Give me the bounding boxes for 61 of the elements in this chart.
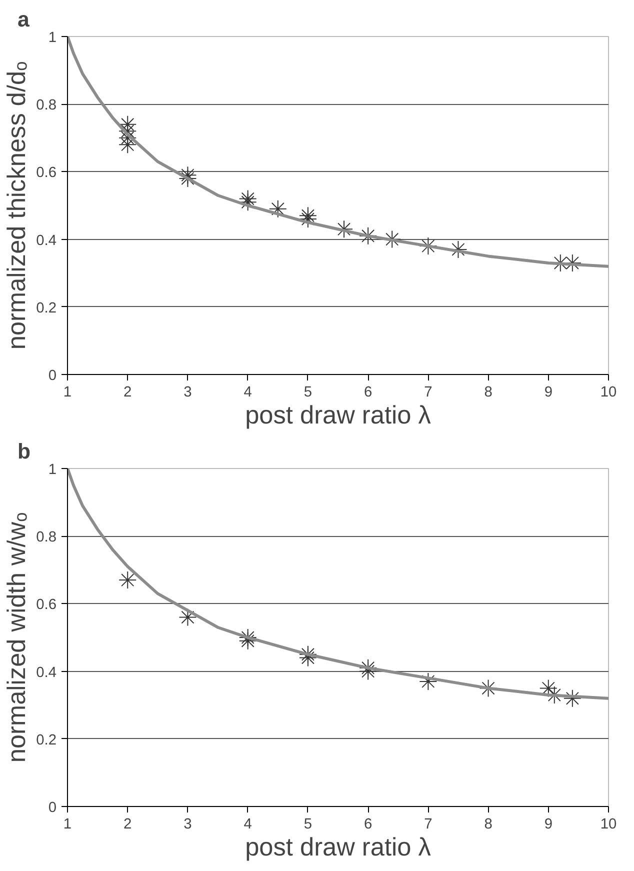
y-tick-label: 0 [48, 368, 57, 384]
y-tick-label: 1 [48, 462, 57, 478]
x-axis-title: post draw ratio λ [245, 402, 432, 430]
y-axis-title: normalized thickness d/dₒ [3, 61, 32, 350]
point [359, 226, 378, 245]
point [359, 658, 378, 677]
point [419, 237, 438, 256]
point [118, 571, 137, 590]
line-series [68, 36, 608, 268]
point [238, 190, 257, 208]
x-axis-title: post draw ratio λ [245, 834, 432, 862]
y-tick-label: 0.6 [36, 597, 56, 614]
y-axis-title: normalized width w/wₒ [3, 512, 32, 763]
point [419, 672, 438, 690]
y-tick-label: 0.8 [36, 530, 56, 546]
point [298, 648, 317, 667]
point [238, 632, 257, 650]
y-tick-label: 0.4 [36, 232, 56, 249]
point [178, 608, 197, 626]
x-tick-label: 5 [304, 816, 312, 832]
y-tick-label: 0 [48, 800, 57, 816]
x-tick-label: 10 [600, 816, 617, 832]
x-tick-label: 1 [63, 384, 72, 400]
point [238, 193, 257, 212]
x-tick-label: 7 [424, 384, 432, 400]
x-tick-label: 1 [63, 816, 72, 832]
point [118, 122, 137, 140]
x-tick-label: 5 [304, 384, 312, 400]
x-tick-label: 4 [244, 384, 252, 400]
y-tick-label: 0.4 [36, 664, 56, 681]
point [298, 645, 317, 664]
point [238, 628, 257, 646]
point [178, 169, 197, 188]
x-tick-label: 4 [244, 816, 252, 832]
point [118, 128, 137, 147]
y-tick-label: 0.2 [36, 300, 56, 316]
x-tick-label: 8 [484, 384, 492, 400]
y-tick-label: 0.6 [36, 165, 56, 182]
y-tick-label: 1 [48, 30, 57, 46]
x-tick-label: 9 [544, 816, 552, 832]
point [118, 115, 137, 134]
point [298, 210, 317, 228]
chart-title: a [18, 8, 30, 32]
x-tick-label: 6 [364, 816, 372, 832]
chart-title: b [18, 440, 31, 464]
x-tick-label: 3 [184, 816, 192, 832]
x-tick-label: 2 [124, 384, 132, 400]
y-tick-label: 0.8 [36, 98, 56, 114]
x-tick-label: 9 [544, 384, 552, 400]
y-tick-label: 0.2 [36, 732, 56, 748]
line-series [68, 468, 608, 700]
x-tick-label: 7 [424, 816, 432, 832]
point [359, 662, 378, 680]
point [298, 206, 317, 225]
x-tick-label: 10 [600, 384, 617, 400]
x-tick-label: 6 [364, 384, 372, 400]
point [563, 689, 582, 708]
x-tick-label: 8 [484, 816, 492, 832]
point [268, 200, 287, 218]
x-tick-label: 2 [124, 816, 132, 832]
x-tick-label: 3 [184, 384, 192, 400]
